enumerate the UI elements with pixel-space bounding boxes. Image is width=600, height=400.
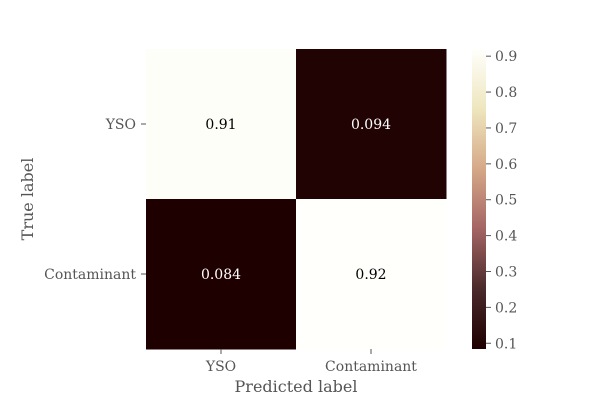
colorbar-tick-label: 0.6 <box>495 157 517 173</box>
colorbar-tick-label: 0.9 <box>495 49 517 65</box>
colorbar-ticks: 0.1 0.2 0.3 0.4 0.5 0.6 0.7 0.8 0.9 <box>486 49 517 352</box>
x-axis-label: Predicted label <box>235 377 358 396</box>
y-tick-label: Contaminant <box>44 267 136 283</box>
cell-value-label: 0.91 <box>205 117 236 133</box>
cell-value-label: 0.094 <box>351 117 391 133</box>
y-axis-label: True label <box>18 158 37 241</box>
heatmap-cells <box>146 49 447 350</box>
heatmap-cell-0-0 <box>146 49 297 200</box>
heatmap-cell-1-0 <box>146 199 297 350</box>
heatmap-cell-labels: 0.91 0.094 0.084 0.92 <box>201 117 391 283</box>
colorbar-tick-label: 0.1 <box>495 336 517 352</box>
colorbar-tick-label: 0.2 <box>495 300 517 316</box>
y-tick-label: YSO <box>105 117 136 133</box>
colorbar-tick-label: 0.4 <box>495 229 517 245</box>
colorbar <box>472 49 486 349</box>
cell-value-label: 0.92 <box>355 267 386 283</box>
heatmap-cell-1-1 <box>296 199 447 350</box>
y-axis-ticks: YSO Contaminant <box>44 117 146 283</box>
colorbar-tick-label: 0.7 <box>495 121 517 137</box>
cell-value-label: 0.084 <box>201 267 241 283</box>
colorbar-tick-label: 0.5 <box>495 193 517 209</box>
colorbar-tick-label: 0.3 <box>495 264 517 280</box>
colorbar-tick-label: 0.8 <box>495 85 517 101</box>
x-tick-label: YSO <box>205 359 236 375</box>
x-tick-label: Contaminant <box>325 359 417 375</box>
heatmap-cell-0-1 <box>296 49 447 200</box>
x-axis-ticks: YSO Contaminant <box>205 349 417 375</box>
